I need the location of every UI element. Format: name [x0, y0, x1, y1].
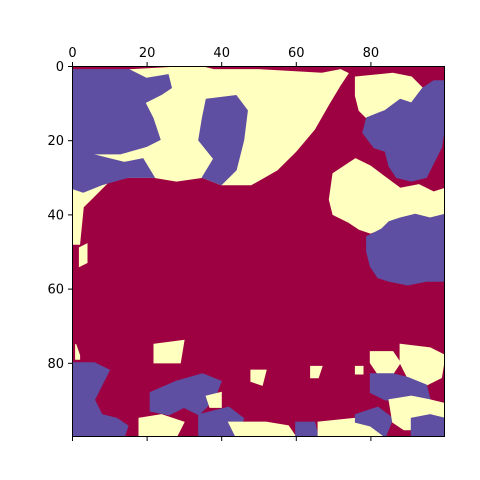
- heatmap-region-level-2: [354, 406, 394, 437]
- plot-frame: [72, 66, 445, 437]
- heatmap-region-level-1: [75, 344, 81, 360]
- x-tick-label-60: 60: [288, 46, 305, 61]
- x-tick-label-40: 40: [213, 46, 230, 61]
- heatmap-region-level-1: [205, 391, 222, 408]
- heatmap-region-level-2: [72, 362, 129, 437]
- heatmap-region-level-1: [78, 243, 88, 268]
- heatmap-region-level-1: [310, 365, 323, 379]
- heatmap-region-level-2: [72, 154, 156, 193]
- heatmap-region-level-1: [153, 339, 185, 364]
- x-axis: 0 20 40 60 80: [68, 46, 379, 441]
- x-tick-label-0: 0: [68, 46, 76, 61]
- heatmap-region-level-2: [366, 213, 445, 286]
- heatmap-cells: [72, 66, 445, 437]
- heatmap-region-level-1: [354, 365, 364, 375]
- y-tick-label-20: 20: [47, 134, 64, 149]
- heatmap-region-level-1: [138, 414, 185, 437]
- y-tick-label-40: 40: [47, 208, 64, 223]
- y-axis: 0 20 40 60 80: [47, 60, 72, 372]
- y-tick-label-80: 80: [47, 357, 64, 372]
- heatmap-region-level-2: [362, 80, 445, 182]
- heatmap-region-level-2: [149, 373, 222, 416]
- heatmap-region-level-2: [295, 421, 319, 437]
- heatmap-region-level-2: [198, 95, 248, 186]
- heatmap-region-level-1: [250, 369, 267, 386]
- heatmap-region-level-1: [399, 343, 445, 386]
- x-tick-label-80: 80: [363, 46, 380, 61]
- y-tick-label-60: 60: [47, 283, 64, 298]
- heatmap-region-level-1: [227, 421, 297, 437]
- y-tick-label-0: 0: [56, 60, 64, 75]
- x-tick-label-20: 20: [139, 46, 156, 61]
- heatmap-region-level-2: [410, 414, 445, 437]
